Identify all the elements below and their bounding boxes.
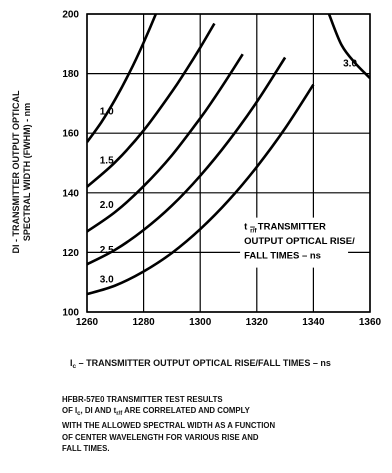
caption-line-4: OF CENTER WAVELENGTH FOR VARIOUS RISE AN… <box>62 432 259 442</box>
x-tick-label: 1280 <box>132 317 155 328</box>
annotation-subscript: r/f <box>250 228 257 235</box>
curve-2-0 <box>87 53 244 233</box>
caption-line-2: OF Ic, DI AND tr/f ARE CORRELATED AND CO… <box>62 406 250 418</box>
y-axis-label-line2: SPECTRAL WIDTH (FWHM) - nm <box>22 102 32 242</box>
curve-label: 3.0 <box>100 275 114 286</box>
y-axis-label-line1: DI - TRANSMITTER OUTPUT OPTICAL <box>11 90 21 254</box>
curve-2-5 <box>87 56 287 266</box>
x-axis-symbol: I <box>70 358 73 368</box>
x-tick-label: 1260 <box>76 317 99 328</box>
annotation-line-1: t – TRANSMITTER <box>244 222 326 233</box>
x-axis-text: – TRANSMITTER OUTPUT OPTICAL RISE/FALL T… <box>76 358 331 368</box>
y-tick-label: 120 <box>62 248 79 259</box>
caption-line-3: WITH THE ALLOWED SPECTRAL WIDTH AS A FUN… <box>62 421 276 431</box>
annotation: t – TRANSMITTER OUTPUT OPTICAL RISE/FALL … <box>240 217 355 268</box>
y-tick-label: 200 <box>62 10 79 21</box>
x-axis-label: Ic – TRANSMITTER OUTPUT OPTICAL RISE/FAL… <box>70 358 331 370</box>
curves <box>87 14 370 296</box>
curve-labels: 1.0 1.5 2.0 2.5 3.0 3.0 <box>100 59 358 286</box>
y-axis-label: DI - TRANSMITTER OUTPUT OPTICAL SPECTRAL… <box>2 52 42 292</box>
curve-1-5 <box>87 22 216 188</box>
annotation-line-3: FALL TIMES – ns <box>244 251 321 262</box>
spectral-width-chart: 1260 1280 1300 1320 1340 1360 100 120 140 160 180 2… <box>62 10 381 329</box>
y-tick-label: 140 <box>62 188 79 199</box>
curve-label: 2.5 <box>100 245 114 256</box>
curve-label: 1.0 <box>100 106 114 117</box>
annotation-background <box>240 217 349 268</box>
caption-line-5: FALL TIMES. <box>62 443 110 453</box>
caption-line-1: HFBR-57E0 TRANSMITTER TEST RESULTS <box>62 395 223 404</box>
x-tick-label: 1360 <box>359 317 382 328</box>
curve-label: 1.5 <box>100 156 114 167</box>
y-tick-label: 160 <box>62 129 79 140</box>
curve-3-0 <box>327 14 370 80</box>
plot-frame <box>86 13 371 313</box>
curve-label: 2.0 <box>100 200 114 211</box>
x-tick-label: 1300 <box>189 317 212 328</box>
axis-tick-labels: 1260 1280 1300 1320 1340 1360 100 120 140 160 180 2… <box>62 10 381 329</box>
x-axis-symbol-sub: c <box>72 363 77 370</box>
curve-label: 3.0 <box>343 59 357 70</box>
x-tick-label: 1340 <box>302 317 325 328</box>
annotation-line-2: OUTPUT OPTICAL RISE/ <box>244 236 355 247</box>
curve-1-0 <box>87 14 158 143</box>
curve-3-0 <box>87 83 315 296</box>
y-tick-label: 180 <box>62 69 79 80</box>
y-tick-label: 100 <box>62 308 79 319</box>
caption: HFBR-57E0 TRANSMITTER TEST RESULTS OF Ic… <box>62 394 362 454</box>
x-tick-label: 1320 <box>246 317 269 328</box>
